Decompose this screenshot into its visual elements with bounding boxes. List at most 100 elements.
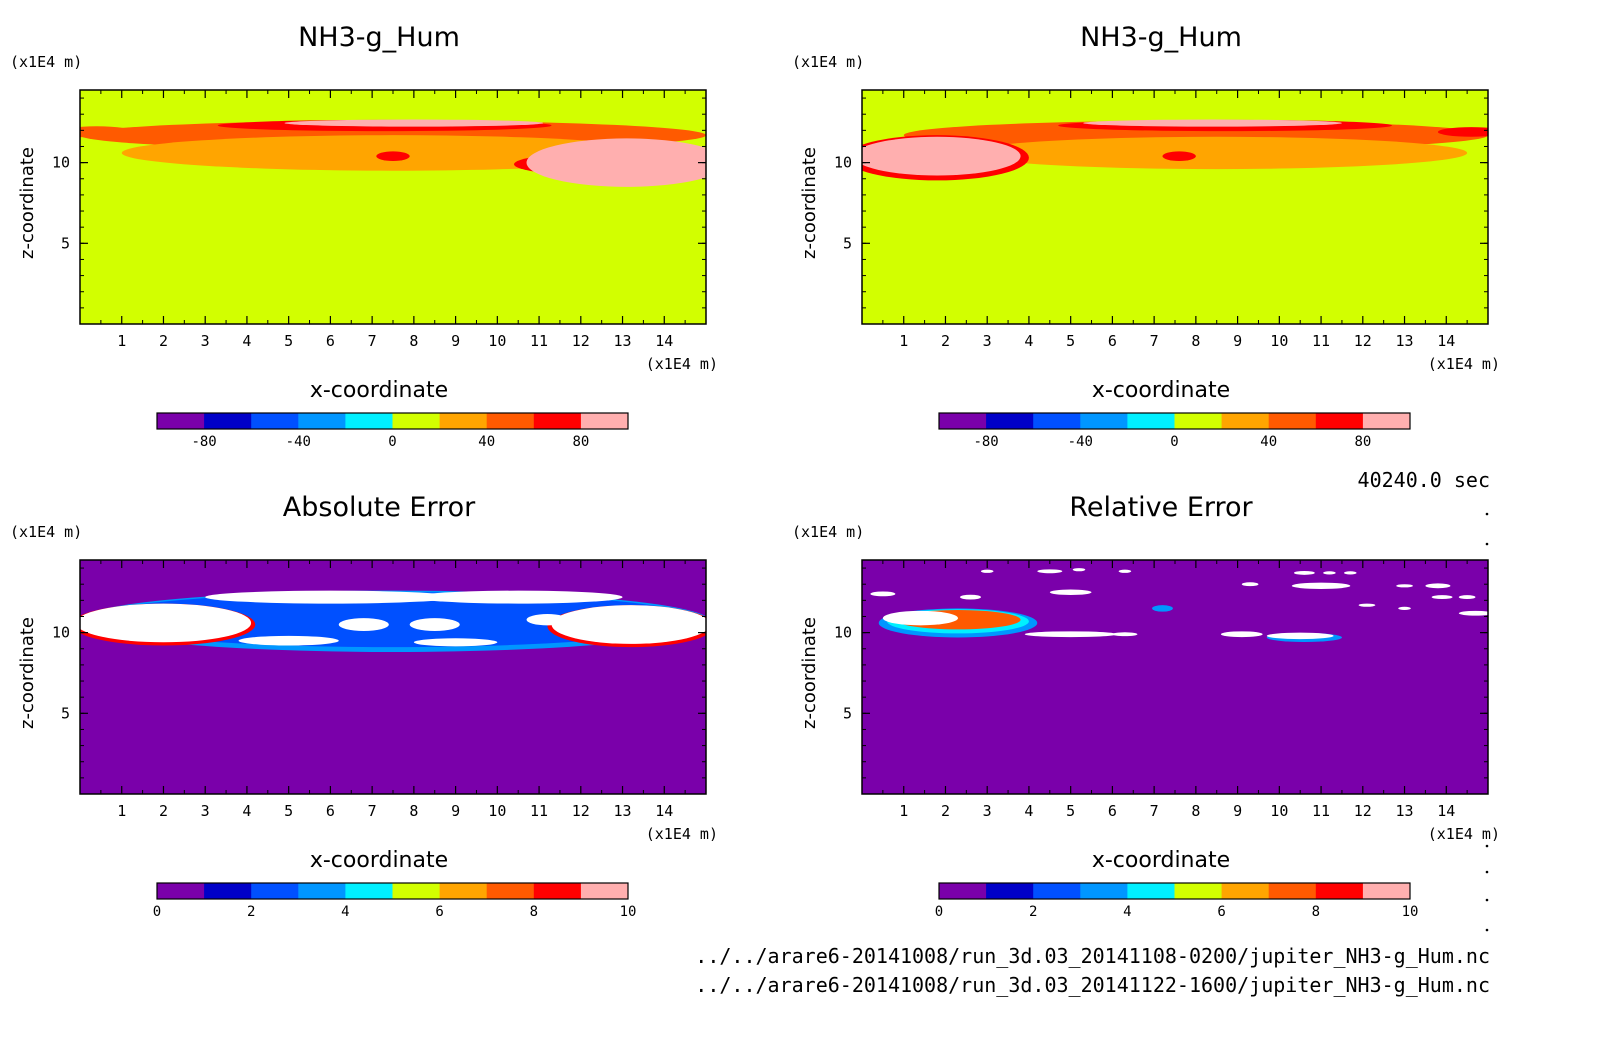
chart-title: Relative Error bbox=[1069, 492, 1253, 523]
contour-region bbox=[413, 590, 623, 604]
x-tick-label: 12 bbox=[572, 332, 590, 350]
contour-region bbox=[1266, 632, 1334, 640]
colorbar: -80 -40 0 40 80 bbox=[938, 412, 1411, 450]
contour-region bbox=[284, 119, 544, 127]
chart-panel-3: Absolute Error(x1E4 m)1 2 3 4 5 6 7 8 9 10 11 12 13 1… bbox=[10, 492, 718, 920]
x-tick-label: 13 bbox=[1396, 332, 1414, 350]
y-axis-unit: (x1E4 m) bbox=[792, 53, 864, 71]
x-tick-label: 8 bbox=[1191, 332, 1200, 350]
marker-dot bbox=[1485, 512, 1489, 516]
colorbar-swatch bbox=[986, 883, 1034, 899]
x-tick-label: 6 bbox=[326, 802, 335, 820]
colorbar-swatch bbox=[939, 883, 987, 899]
colorbar-swatch bbox=[251, 413, 299, 429]
x-tick-label: 10 bbox=[1270, 332, 1288, 350]
colorbar-swatch bbox=[1268, 883, 1317, 899]
contour-region bbox=[960, 594, 981, 600]
marker-dot bbox=[1485, 870, 1489, 874]
x-tick-label: 5 bbox=[284, 332, 293, 350]
x-tick-label: 7 bbox=[368, 802, 377, 820]
contour-region bbox=[1112, 632, 1138, 637]
x-tick-label: 3 bbox=[201, 802, 210, 820]
contour-region bbox=[966, 136, 1468, 170]
colorbar-tick-label: 6 bbox=[435, 904, 443, 920]
x-tick-label: 6 bbox=[326, 332, 335, 350]
x-tick-label: 1 bbox=[117, 802, 126, 820]
x-tick-label: 11 bbox=[530, 332, 548, 350]
chart-title: NH3-g_Hum bbox=[1080, 22, 1242, 53]
colorbar-swatch bbox=[345, 413, 393, 429]
y-axis-label: z-coordinate bbox=[799, 147, 820, 259]
marker-dot bbox=[1485, 898, 1489, 902]
y-axis-label: z-coordinate bbox=[17, 617, 38, 729]
x-tick-label: 1 bbox=[899, 332, 908, 350]
contour-region bbox=[980, 569, 994, 573]
contour-region bbox=[1437, 127, 1488, 137]
colorbar-swatch bbox=[1221, 413, 1270, 429]
contour-region bbox=[526, 614, 569, 626]
x-tick-label: 9 bbox=[1233, 332, 1242, 350]
x-tick-label: 4 bbox=[1024, 332, 1033, 350]
y-axis-unit: (x1E4 m) bbox=[792, 523, 864, 541]
x-tick-label: 14 bbox=[655, 332, 673, 350]
colorbar-swatch bbox=[580, 883, 629, 899]
x-tick-label: 13 bbox=[614, 802, 632, 820]
colorbar-swatch bbox=[298, 413, 346, 429]
colorbar-swatch bbox=[1315, 883, 1364, 899]
x-tick-label: 7 bbox=[1150, 332, 1159, 350]
colorbar-tick-label: 80 bbox=[572, 434, 589, 450]
colorbar-swatch bbox=[1080, 413, 1128, 429]
x-axis-label: x-coordinate bbox=[1092, 378, 1230, 403]
colorbar-tick-label: -40 bbox=[1068, 434, 1093, 450]
y-tick-label: 10 bbox=[834, 154, 852, 172]
colorbar-swatch bbox=[486, 883, 535, 899]
contour-region bbox=[1358, 603, 1376, 607]
colorbar-swatch bbox=[1033, 413, 1081, 429]
colorbar-tick-label: 40 bbox=[1260, 434, 1277, 450]
marker-dot bbox=[1485, 928, 1489, 932]
x-tick-label: 8 bbox=[409, 332, 418, 350]
marker-dot bbox=[1485, 542, 1489, 546]
y-tick-label: 5 bbox=[843, 704, 852, 722]
x-tick-label: 14 bbox=[1437, 802, 1455, 820]
colorbar-swatch bbox=[204, 413, 252, 429]
colorbar-tick-label: -80 bbox=[973, 434, 998, 450]
colorbar-tick-label: 4 bbox=[341, 904, 349, 920]
x-tick-label: 9 bbox=[451, 332, 460, 350]
colorbar: 0 2 4 6 8 10 bbox=[935, 882, 1419, 920]
colorbar-frame bbox=[156, 412, 629, 430]
x-tick-label: 9 bbox=[451, 802, 460, 820]
y-tick-label: 5 bbox=[61, 234, 70, 252]
x-tick-label: 10 bbox=[488, 332, 506, 350]
contour-region bbox=[1072, 568, 1086, 572]
chart-title: NH3-g_Hum bbox=[298, 22, 460, 53]
x-tick-label: 6 bbox=[1108, 332, 1117, 350]
contour-region bbox=[1291, 582, 1351, 590]
colorbar-tick-label: 10 bbox=[1402, 904, 1419, 920]
colorbar-swatch bbox=[251, 883, 299, 899]
x-tick-label: 12 bbox=[572, 802, 590, 820]
x-tick-label: 5 bbox=[1066, 802, 1075, 820]
colorbar-swatch bbox=[939, 413, 987, 429]
y-axis-label: z-coordinate bbox=[799, 617, 820, 729]
x-tick-label: 3 bbox=[983, 332, 992, 350]
contour-fields bbox=[80, 590, 706, 652]
colorbar-swatch bbox=[1080, 883, 1128, 899]
x-axis-unit: (x1E4 m) bbox=[1428, 825, 1500, 843]
marker-dot bbox=[1485, 844, 1489, 848]
colorbar: -80 -40 0 40 80 bbox=[156, 412, 629, 450]
contour-region bbox=[80, 126, 135, 138]
x-axis-label: x-coordinate bbox=[1092, 848, 1230, 873]
x-tick-label: 7 bbox=[1150, 802, 1159, 820]
x-tick-label: 4 bbox=[1024, 802, 1033, 820]
contour-region bbox=[1458, 610, 1488, 616]
time-label: 40240.0 sec bbox=[1358, 468, 1490, 492]
x-tick-label: 14 bbox=[655, 802, 673, 820]
colorbar-swatch bbox=[157, 883, 205, 899]
x-tick-label: 8 bbox=[1191, 802, 1200, 820]
x-axis-label: x-coordinate bbox=[310, 378, 448, 403]
colorbar-swatch bbox=[1174, 413, 1223, 429]
x-tick-label: 10 bbox=[488, 802, 506, 820]
contour-region bbox=[1241, 582, 1259, 587]
